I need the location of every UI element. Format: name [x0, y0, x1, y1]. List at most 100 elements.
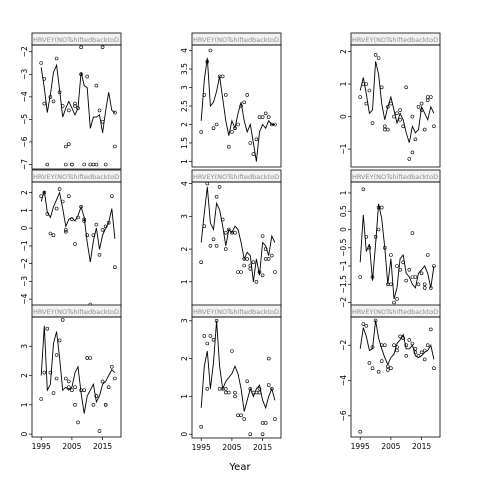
- data-point: [51, 233, 56, 237]
- data-point: [64, 229, 68, 234]
- data-point: [404, 85, 409, 90]
- data-point: [245, 93, 249, 97]
- data-point: [233, 394, 237, 399]
- data-point: [113, 144, 117, 149]
- data-point: [401, 260, 406, 265]
- fitted-series-line: [40, 190, 116, 262]
- data-point: [54, 56, 59, 61]
- data-point: [76, 106, 80, 110]
- fitted-series-line: [359, 61, 435, 143]
- data-point: [239, 270, 243, 274]
- chart-panels: HRVEY(NOTshiftedbacktoD−7−6−5−4−3−2HRVEY…: [20, 30, 441, 452]
- data-point: [266, 356, 271, 361]
- data-point: [70, 217, 74, 222]
- data-point: [199, 424, 203, 429]
- x-tick-label: 2005: [381, 442, 400, 451]
- fitted-series-line: [40, 63, 116, 133]
- data-point: [211, 126, 216, 130]
- data-point: [382, 343, 387, 348]
- x-axis-label: Year: [228, 462, 251, 473]
- y-tick-label: 3: [180, 85, 189, 90]
- x-tick-label: 2015: [93, 442, 112, 451]
- data-point: [199, 130, 203, 134]
- data-point: [214, 122, 219, 127]
- data-point: [410, 275, 415, 279]
- y-tick-label: 0: [20, 226, 29, 231]
- data-point: [425, 253, 430, 257]
- data-point: [67, 142, 71, 146]
- panel-border: [350, 316, 441, 438]
- panel-7: HRVEY(NOTshiftedbacktoD 0 1 2 3 1995 2005 2015: [20, 304, 122, 451]
- fitted-series-line: [359, 320, 435, 366]
- data-point: [416, 353, 421, 358]
- y-tick-label: 0.5: [339, 205, 348, 217]
- data-point: [70, 388, 74, 393]
- data-point: [110, 30, 113, 33]
- data-point: [266, 115, 271, 119]
- fitted-series-line: [40, 325, 116, 414]
- data-point: [266, 257, 271, 261]
- y-tick-label: −1: [339, 260, 348, 271]
- data-point: [263, 421, 268, 425]
- data-point: [248, 386, 253, 391]
- panel-title: HRVEY(NOTshiftedbacktoD: [193, 308, 279, 316]
- data-point: [211, 237, 216, 242]
- panel-8: HRVEY(NOTshiftedbacktoD 0 1 2 3 1995 2005 2015: [180, 304, 282, 452]
- data-point: [370, 366, 375, 371]
- data-point: [242, 417, 246, 421]
- data-point: [51, 391, 56, 395]
- y-tick-label: 2.5: [180, 100, 189, 112]
- data-point: [373, 235, 378, 239]
- data-point: [254, 137, 259, 142]
- data-point: [224, 390, 228, 395]
- data-point: [263, 111, 268, 116]
- data-point: [269, 253, 274, 258]
- data-point: [42, 190, 47, 195]
- data-point: [230, 130, 234, 134]
- data-point: [227, 390, 231, 395]
- data-point: [57, 90, 62, 95]
- data-point: [257, 386, 262, 391]
- panel-title: HRVEY(NOTshiftedbacktoD: [193, 173, 279, 181]
- data-point: [398, 118, 402, 122]
- y-tick-label: 3: [180, 318, 189, 323]
- data-point: [373, 318, 378, 323]
- data-point: [392, 114, 396, 119]
- data-point: [227, 144, 231, 149]
- data-point: [103, 224, 108, 229]
- data-point: [379, 85, 384, 90]
- data-point: [220, 217, 225, 222]
- data-point: [208, 48, 213, 53]
- data-point: [48, 370, 53, 375]
- data-point: [230, 349, 234, 353]
- panel-title: HRVEY(NOTshiftedbacktoD: [352, 173, 438, 181]
- data-point: [208, 244, 213, 248]
- panel-6: HRVEY(NOTshiftedbacktoD −2 −1.5 −1 −0.5 0 0.5 1: [339, 169, 441, 309]
- data-point: [364, 101, 369, 106]
- data-point: [64, 228, 68, 232]
- data-point: [39, 194, 44, 198]
- data-point: [410, 341, 415, 346]
- data-point: [404, 353, 409, 358]
- data-point: [398, 108, 402, 112]
- data-point: [358, 275, 363, 279]
- data-point: [70, 162, 74, 167]
- data-point: [42, 77, 47, 81]
- data-point: [45, 326, 50, 331]
- data-point: [404, 343, 409, 348]
- data-point: [208, 334, 213, 338]
- data-point: [407, 157, 412, 161]
- data-point: [248, 263, 253, 268]
- y-tick-label: 0: [180, 432, 189, 437]
- data-point: [76, 420, 80, 425]
- y-tick-label: 4: [180, 48, 189, 53]
- data-point: [42, 101, 47, 106]
- data-point: [389, 101, 393, 106]
- data-point: [245, 379, 249, 384]
- data-point: [401, 336, 406, 341]
- data-point: [364, 82, 369, 86]
- panel-border: [350, 181, 441, 309]
- data-point: [110, 364, 114, 369]
- y-tick-label: 0: [339, 227, 348, 232]
